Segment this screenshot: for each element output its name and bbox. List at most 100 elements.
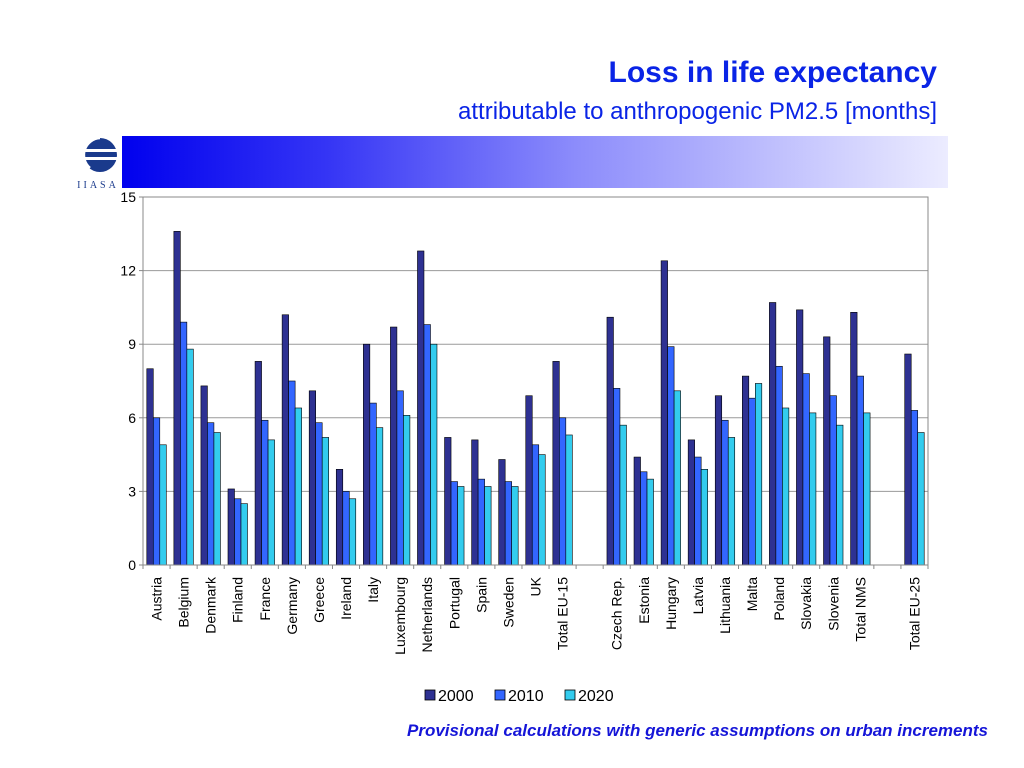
bar-2020-Belgium xyxy=(186,348,194,566)
bar-2020-Slovakia xyxy=(809,412,817,566)
bar-2020-Denmark xyxy=(213,432,221,566)
bar-2010-Lithuania xyxy=(721,419,729,566)
bar-2000-Netherlands xyxy=(417,250,425,566)
y-tick-label: 15 xyxy=(120,189,136,205)
bar-2000-Total EU-25 xyxy=(904,353,912,566)
bar-2000-Luxembourg xyxy=(390,326,398,566)
plot-area xyxy=(142,196,929,566)
bar-2000-Slovenia xyxy=(823,336,831,566)
legend: 2000 2010 2020 xyxy=(424,688,614,705)
y-tick-label: 9 xyxy=(128,336,136,352)
bar-2010-Spain xyxy=(477,478,485,566)
bar-2010-UK xyxy=(531,444,540,566)
page-title: Loss in life expectancy xyxy=(608,56,937,89)
bar-2020-Sweden xyxy=(511,486,519,566)
bar-2020-Total EU-15 xyxy=(565,434,573,566)
bars xyxy=(146,231,925,566)
bar-2020-Spain xyxy=(484,486,492,566)
bar-2020-France xyxy=(267,439,275,566)
bar-2000-Estonia xyxy=(633,456,641,566)
bar-2000-Total NMS xyxy=(850,312,858,566)
x-tick-label: UK xyxy=(528,576,544,596)
y-tick-label: 6 xyxy=(128,410,136,426)
legend-label-2000: 2000 xyxy=(438,688,474,705)
bar-2000-Ireland xyxy=(335,469,344,566)
y-tick-label: 0 xyxy=(128,557,136,573)
bar-2010-Portugal xyxy=(450,481,458,566)
bar-2010-Greece xyxy=(315,422,323,566)
bar-2000-Latvia xyxy=(687,439,695,566)
x-tick-label: Netherlands xyxy=(419,577,435,653)
x-tick-label: Austria xyxy=(149,577,165,621)
x-tick-label: Lithuania xyxy=(717,577,733,634)
y-tick-label: 3 xyxy=(128,483,136,499)
bar-2010-Belgium xyxy=(180,321,188,566)
bar-2020-Total NMS xyxy=(863,412,871,566)
legend-swatch-2000 xyxy=(424,689,436,701)
bar-2020-Lithuania xyxy=(727,437,736,566)
bar-2020-Hungary xyxy=(673,390,681,566)
x-tick-label: Latvia xyxy=(690,577,706,615)
bar-2010-France xyxy=(261,419,269,566)
bar-2000-Slovakia xyxy=(796,309,804,566)
bar-2000-Czech Rep. xyxy=(606,316,614,566)
bar-2010-Netherlands xyxy=(423,324,431,566)
bar-2010-Poland xyxy=(775,365,783,566)
x-tick-label: Total EU-15 xyxy=(555,577,571,650)
bar-2010-Czech Rep. xyxy=(613,388,621,566)
x-tick-label: Slovakia xyxy=(798,577,814,630)
y-axis: 0 3 6 9 12 15 xyxy=(120,189,143,573)
x-tick-label: Finland xyxy=(230,577,246,623)
legend-label-2010: 2010 xyxy=(508,688,544,705)
bar-2000-Hungary xyxy=(660,260,668,566)
bar-2020-Germany xyxy=(294,407,302,566)
x-tick-label: Estonia xyxy=(636,577,652,624)
x-tick-label: Total EU-25 xyxy=(906,577,922,650)
bar-2010-Latvia xyxy=(694,456,702,566)
x-tick-label: Ireland xyxy=(338,577,354,620)
x-tick-label: Hungary xyxy=(663,577,679,630)
bar-2000-Finland xyxy=(227,488,235,566)
bar-2020-Portugal xyxy=(457,486,465,566)
bar-2020-UK xyxy=(538,454,546,566)
bar-2010-Sweden xyxy=(504,481,512,566)
bar-2020-Poland xyxy=(782,407,790,566)
bar-2010-Hungary xyxy=(667,346,675,566)
x-tick-label: Denmark xyxy=(203,576,219,634)
bar-2020-Latvia xyxy=(700,469,708,566)
bar-2020-Finland xyxy=(240,503,248,566)
bar-2010-Finland xyxy=(234,498,242,566)
x-axis: Austria Belgium Denmark Finland France German… xyxy=(142,565,929,655)
bar-2000-Italy xyxy=(363,343,371,566)
bar-2000-Austria xyxy=(146,368,154,566)
x-tick-label: Sweden xyxy=(500,577,516,628)
bar-2000-Spain xyxy=(471,439,479,566)
bar-2000-Sweden xyxy=(498,459,506,566)
bar-2010-Ireland xyxy=(342,491,350,566)
header-banner xyxy=(120,136,948,188)
y-tick-label: 12 xyxy=(120,263,136,279)
x-tick-label: Portugal xyxy=(446,577,462,629)
bar-2000-Malta xyxy=(742,375,750,566)
page-subtitle: attributable to anthropogenic PM2.5 [mon… xyxy=(458,98,937,125)
x-tick-label: Spain xyxy=(473,577,489,613)
bar-2000-Germany xyxy=(281,314,289,566)
bar-2010-Slovakia xyxy=(802,373,810,566)
bar-2020-Luxembourg xyxy=(403,415,411,566)
bar-2020-Slovenia xyxy=(836,424,844,566)
bar-2010-Total EU-15 xyxy=(559,417,567,566)
bar-2020-Ireland xyxy=(348,498,357,566)
x-tick-label: Belgium xyxy=(176,577,192,628)
x-tick-label: Malta xyxy=(744,577,760,611)
x-tick-label: Poland xyxy=(771,577,787,621)
iiasa-globe-logo-icon: IIASA xyxy=(74,134,122,190)
bar-2020-Austria xyxy=(159,444,167,566)
x-tick-label: Germany xyxy=(284,577,300,635)
bar-2000-Poland xyxy=(769,302,777,566)
bar-2010-Slovenia xyxy=(829,395,837,566)
bar-2000-France xyxy=(254,361,262,566)
bar-2000-Lithuania xyxy=(714,395,723,566)
bar-2010-Estonia xyxy=(640,471,648,566)
bar-2010-Austria xyxy=(152,417,161,566)
